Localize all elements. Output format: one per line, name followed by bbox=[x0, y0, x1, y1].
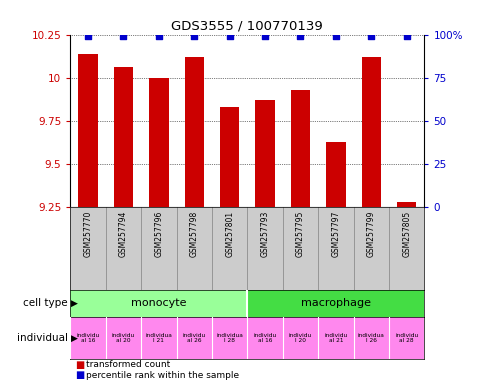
Bar bbox=[70, 290, 247, 317]
Text: GSM257794: GSM257794 bbox=[119, 211, 128, 257]
Text: individu
al 28: individu al 28 bbox=[394, 333, 417, 343]
Text: individu
al 16: individu al 16 bbox=[253, 333, 276, 343]
Text: GSM257805: GSM257805 bbox=[401, 211, 410, 257]
Text: individual: individual bbox=[17, 333, 68, 343]
Bar bbox=[212, 317, 247, 359]
Text: individua
l 28: individua l 28 bbox=[216, 333, 242, 343]
Text: GSM257798: GSM257798 bbox=[189, 211, 198, 257]
Bar bbox=[290, 90, 310, 207]
Point bbox=[190, 33, 197, 40]
Text: individu
al 21: individu al 21 bbox=[324, 333, 347, 343]
Bar bbox=[247, 317, 282, 359]
Bar bbox=[282, 317, 318, 359]
Point bbox=[296, 33, 303, 40]
Bar bbox=[219, 107, 239, 207]
Text: percentile rank within the sample: percentile rank within the sample bbox=[86, 371, 239, 380]
Text: GSM257770: GSM257770 bbox=[83, 211, 92, 257]
Text: macrophage: macrophage bbox=[300, 298, 370, 308]
Point bbox=[84, 33, 91, 40]
Text: transformed count: transformed count bbox=[86, 360, 170, 369]
Text: individu
al 26: individu al 26 bbox=[182, 333, 205, 343]
Text: GSM257795: GSM257795 bbox=[295, 211, 304, 257]
Bar bbox=[141, 317, 176, 359]
Bar bbox=[388, 317, 424, 359]
Text: GSM257799: GSM257799 bbox=[366, 211, 375, 257]
Bar bbox=[325, 142, 345, 207]
Bar bbox=[176, 317, 212, 359]
Point bbox=[225, 33, 233, 40]
Text: monocyte: monocyte bbox=[131, 298, 186, 308]
Text: GSM257793: GSM257793 bbox=[260, 211, 269, 257]
Text: ▶: ▶ bbox=[71, 333, 78, 343]
Point bbox=[402, 33, 409, 40]
Text: individua
l 26: individua l 26 bbox=[357, 333, 384, 343]
Text: cell type: cell type bbox=[23, 298, 68, 308]
Text: individua
l 21: individua l 21 bbox=[145, 333, 172, 343]
Text: GSM257796: GSM257796 bbox=[154, 211, 163, 257]
Text: individu
al 20: individu al 20 bbox=[112, 333, 135, 343]
Bar bbox=[149, 78, 168, 207]
Text: individu
l 20: individu l 20 bbox=[288, 333, 311, 343]
Text: ▶: ▶ bbox=[71, 299, 78, 308]
Bar bbox=[396, 202, 416, 207]
Bar bbox=[70, 317, 106, 359]
Point bbox=[154, 33, 162, 40]
Bar bbox=[361, 57, 380, 207]
Text: ■: ■ bbox=[75, 370, 84, 380]
Bar bbox=[106, 317, 141, 359]
Bar bbox=[247, 290, 424, 317]
Title: GDS3555 / 100770139: GDS3555 / 100770139 bbox=[171, 19, 322, 32]
Bar bbox=[184, 57, 204, 207]
Bar bbox=[353, 317, 388, 359]
Text: individu
al 16: individu al 16 bbox=[76, 333, 99, 343]
Bar bbox=[113, 67, 133, 207]
Text: GSM257801: GSM257801 bbox=[225, 211, 234, 257]
Bar bbox=[78, 53, 98, 207]
Bar bbox=[255, 100, 274, 207]
Point bbox=[366, 33, 374, 40]
Point bbox=[119, 33, 127, 40]
Bar bbox=[318, 317, 353, 359]
Point bbox=[260, 33, 268, 40]
Point bbox=[331, 33, 339, 40]
Text: GSM257797: GSM257797 bbox=[331, 211, 340, 257]
Text: ■: ■ bbox=[75, 360, 84, 370]
